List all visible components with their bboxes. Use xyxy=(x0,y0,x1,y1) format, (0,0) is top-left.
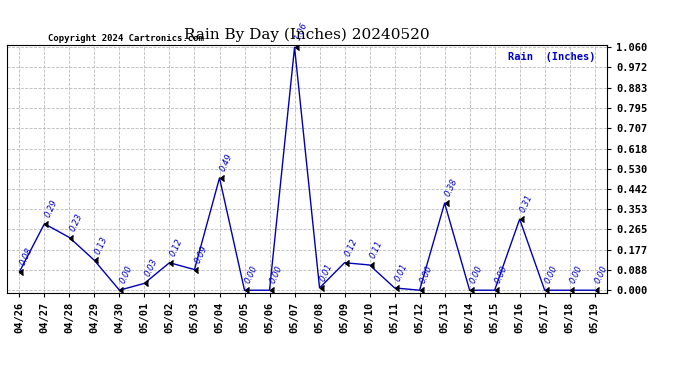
Text: 0.00: 0.00 xyxy=(118,264,135,285)
Text: 0.13: 0.13 xyxy=(93,235,109,255)
Text: 0.00: 0.00 xyxy=(418,264,435,285)
Text: Rain  (Inches): Rain (Inches) xyxy=(508,53,595,63)
Text: 0.11: 0.11 xyxy=(368,239,384,260)
Text: 0.12: 0.12 xyxy=(168,237,184,258)
Text: 0.00: 0.00 xyxy=(544,264,560,285)
Text: 0.03: 0.03 xyxy=(144,258,159,278)
Text: 0.00: 0.00 xyxy=(469,264,484,285)
Text: 0.01: 0.01 xyxy=(318,262,335,283)
Text: 1.06: 1.06 xyxy=(293,21,309,42)
Text: 0.12: 0.12 xyxy=(344,237,359,258)
Text: 0.49: 0.49 xyxy=(218,152,235,173)
Text: 0.38: 0.38 xyxy=(444,177,460,198)
Text: 0.00: 0.00 xyxy=(569,264,584,285)
Text: Copyright 2024 Cartronics.com: Copyright 2024 Cartronics.com xyxy=(48,34,204,43)
Text: 0.09: 0.09 xyxy=(193,244,209,264)
Text: 0.01: 0.01 xyxy=(393,262,409,283)
Text: 0.23: 0.23 xyxy=(68,211,84,232)
Text: 0.31: 0.31 xyxy=(518,194,535,214)
Text: 0.00: 0.00 xyxy=(493,264,509,285)
Text: 0.00: 0.00 xyxy=(244,264,259,285)
Text: 0.00: 0.00 xyxy=(593,264,609,285)
Text: 0.00: 0.00 xyxy=(268,264,284,285)
Title: Rain By Day (Inches) 20240520: Rain By Day (Inches) 20240520 xyxy=(184,28,430,42)
Text: 0.29: 0.29 xyxy=(43,198,59,219)
Text: 0.08: 0.08 xyxy=(18,246,34,267)
